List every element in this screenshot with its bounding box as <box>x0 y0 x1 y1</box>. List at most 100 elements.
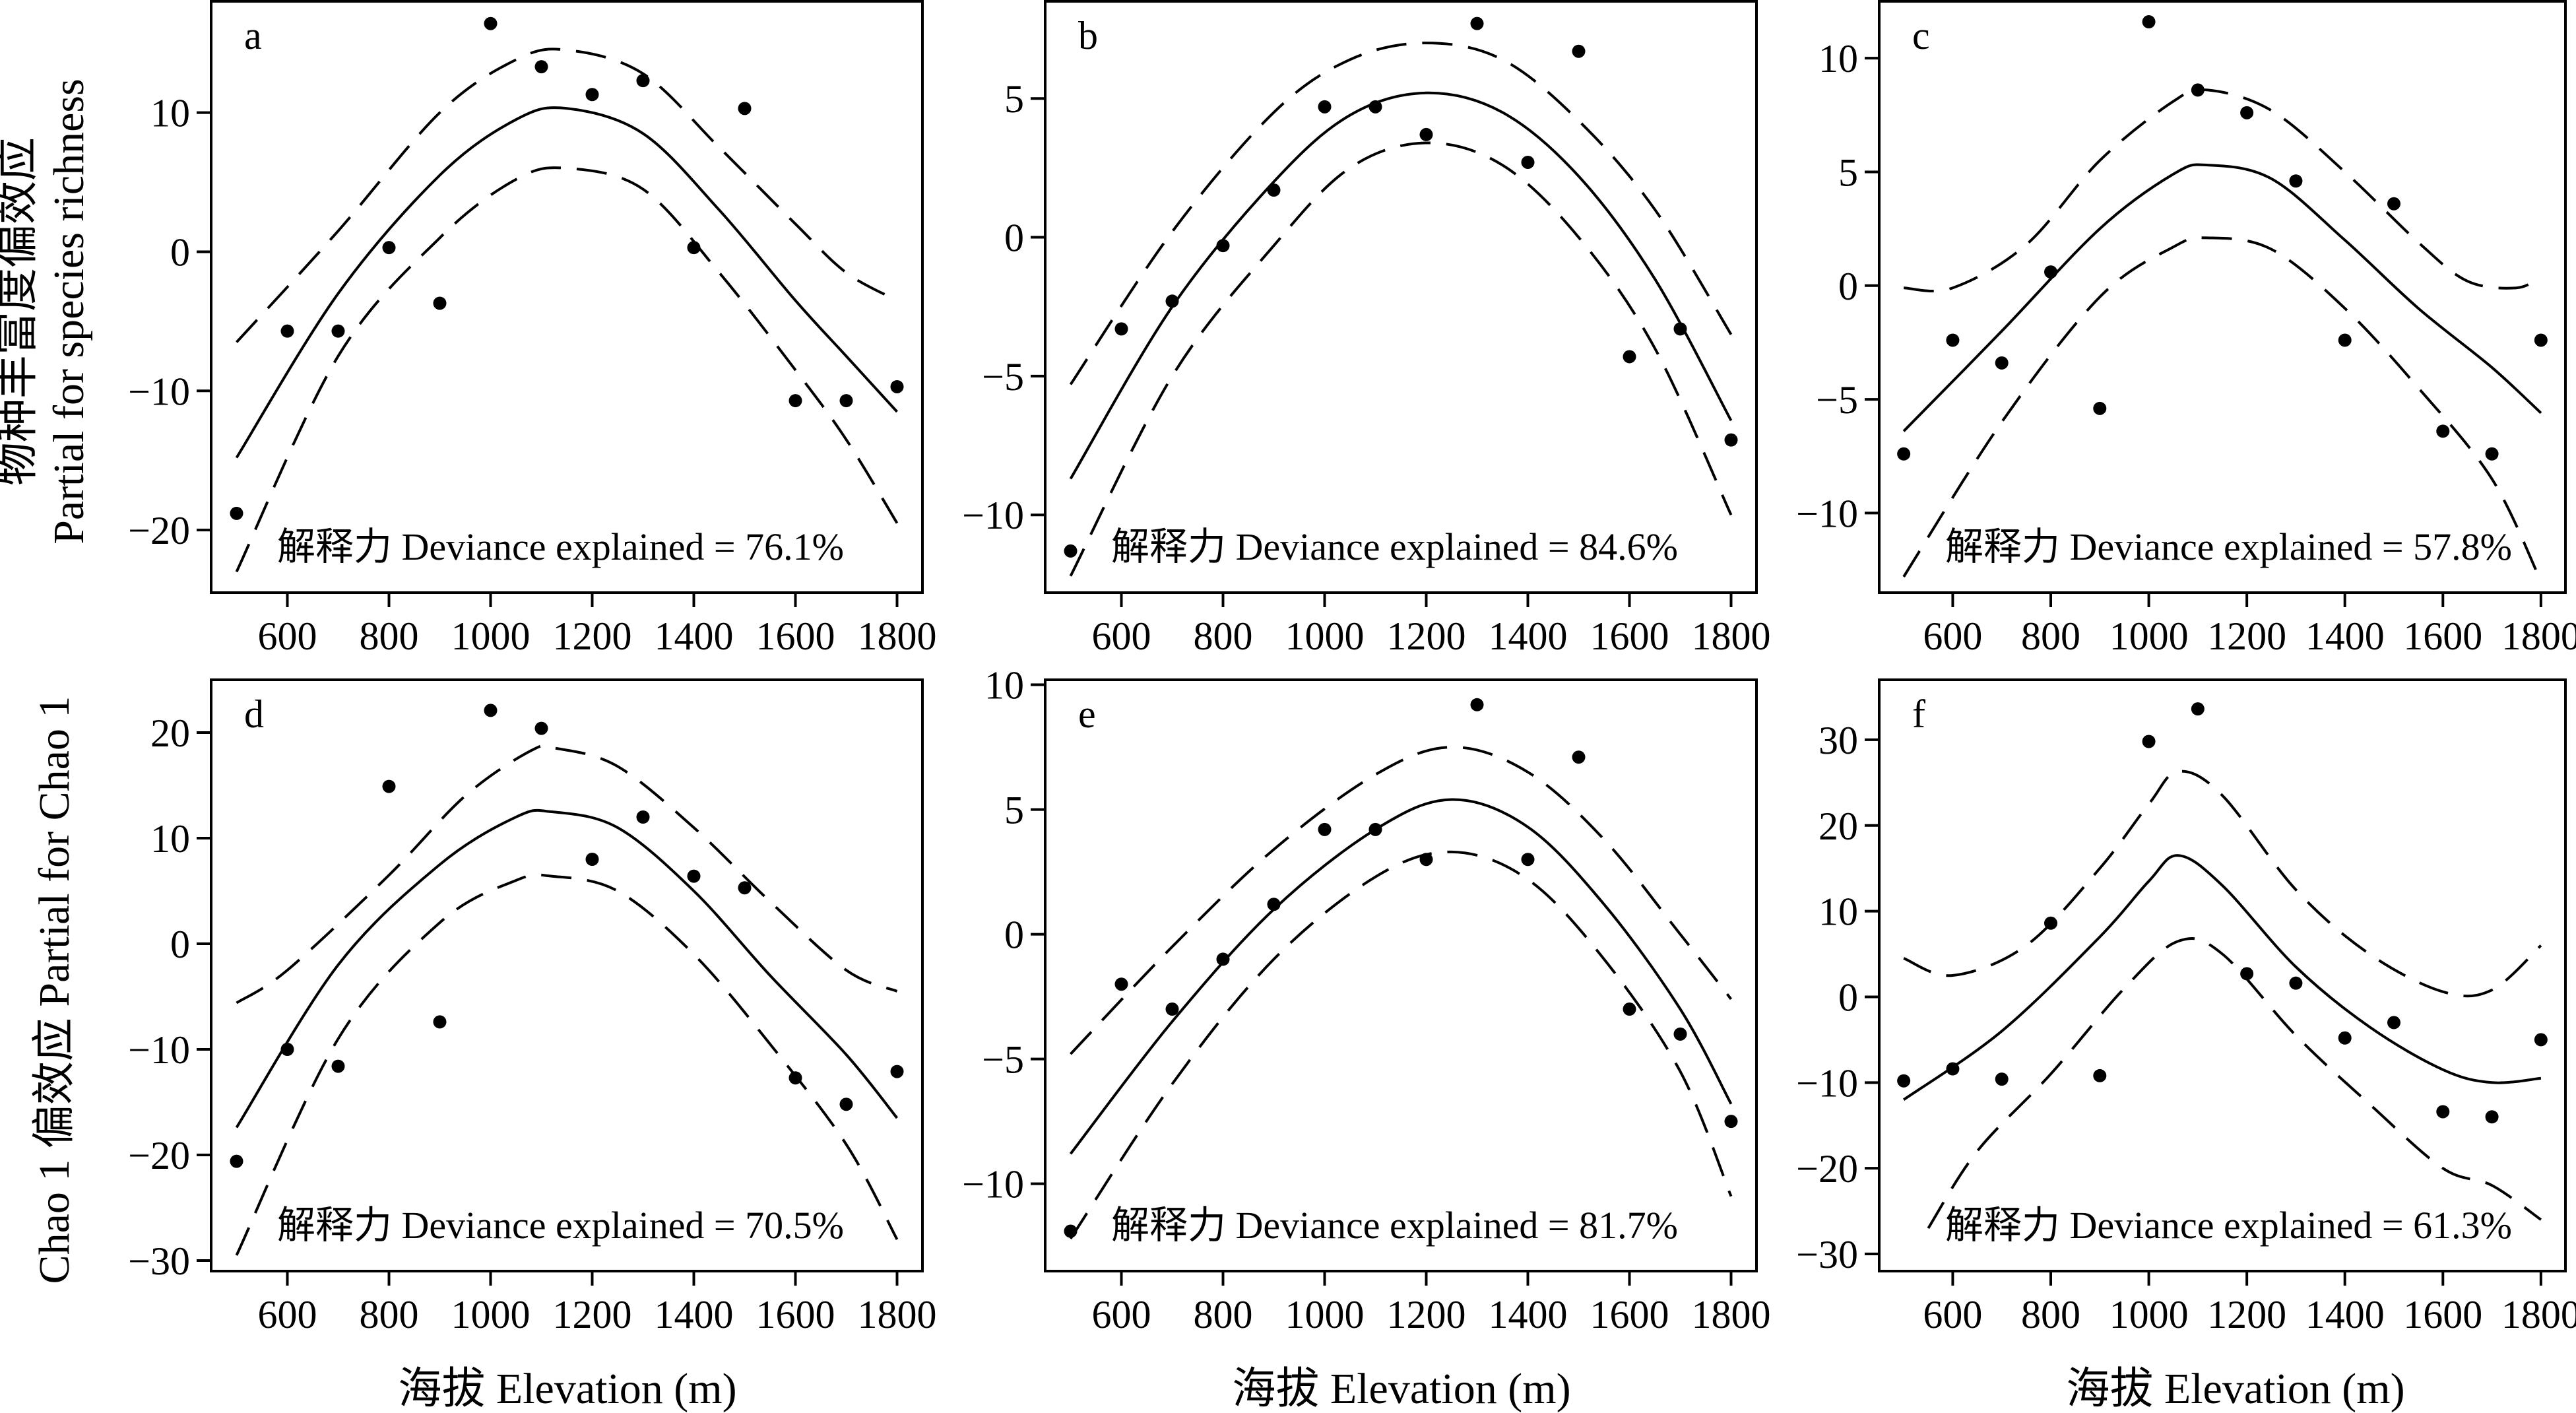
data-point <box>1318 100 1332 114</box>
ci-upper-line <box>1070 746 1733 1055</box>
y-tick-label: 0 <box>170 230 190 274</box>
data-point <box>1216 952 1230 966</box>
data-point <box>1673 1027 1687 1041</box>
ci-lower-line <box>1069 141 1733 577</box>
data-point <box>1623 350 1636 364</box>
ci-upper-line <box>236 744 898 1004</box>
xlabel-col-1: 海拔 Elevation (m) <box>398 1365 736 1413</box>
x-tick-label: 1800 <box>2501 1293 2576 1336</box>
x-tick-label: 1000 <box>1285 1293 1365 1336</box>
data-point <box>2093 1068 2107 1082</box>
x-tick-label: 1800 <box>1692 614 1771 658</box>
x-tick-label: 600 <box>1923 614 1982 658</box>
ci-lower-line <box>1927 937 2542 1230</box>
plot-frame <box>1044 678 1758 1272</box>
plot-frame <box>1878 0 2567 594</box>
panel-e: 600 800 1000 1200 1400 1600 1800 −10 −5 0 5 10 e 解释力 … <box>962 664 1770 1336</box>
deviance-annotation: 解释力 Deviance explained = 57.8% <box>1945 525 2512 568</box>
x-tick-label: 800 <box>1194 1293 1253 1336</box>
y-tick-label: −10 <box>1796 1061 1858 1105</box>
data-point <box>484 704 498 717</box>
data-point <box>1521 853 1535 867</box>
x-tick-label: 800 <box>360 1293 419 1336</box>
data-point <box>534 60 548 74</box>
gam-fit-line <box>235 808 899 1129</box>
data-point <box>687 869 701 883</box>
data-point <box>890 379 904 393</box>
y-tick-label: 5 <box>1004 77 1024 121</box>
data-point <box>534 721 548 735</box>
panel-letter: d <box>244 692 264 736</box>
x-tick-label: 1200 <box>553 1293 632 1336</box>
x-tick-label: 1800 <box>1692 1293 1771 1336</box>
data-point <box>1470 698 1484 711</box>
data-point <box>2240 106 2254 119</box>
data-point <box>636 810 650 824</box>
y-tick-label: 0 <box>1004 216 1024 260</box>
y-tick-label: −5 <box>982 355 1024 399</box>
data-point <box>1419 853 1433 867</box>
data-point <box>382 779 396 793</box>
data-point <box>230 506 243 520</box>
data-point <box>585 88 599 102</box>
data-point <box>2534 333 2548 347</box>
data-point <box>280 1043 294 1056</box>
x-tick-label: 1000 <box>2109 1293 2189 1336</box>
y-tick-label: −5 <box>982 1038 1024 1082</box>
x-tick-label: 800 <box>2021 614 2080 658</box>
data-point <box>2338 333 2352 347</box>
data-point <box>1724 1115 1738 1129</box>
data-point <box>2534 1033 2548 1047</box>
y-tick-label: −30 <box>1796 1233 1858 1276</box>
data-point <box>2387 1016 2400 1030</box>
x-tick-label: 1600 <box>2403 614 2482 658</box>
y-tick-label: 0 <box>1838 265 1858 308</box>
panel-b: 600 800 1000 1200 1400 1600 1800 −10 −5 0 5 b 解释力 De… <box>962 0 1771 658</box>
data-point <box>2044 265 2057 279</box>
data-point <box>839 1098 853 1111</box>
data-point <box>2240 967 2254 981</box>
x-tick-label: 1400 <box>2305 614 2385 658</box>
x-tick-label: 1400 <box>2305 1293 2385 1336</box>
y-tick-label: 10 <box>1819 890 1858 934</box>
x-tick-label: 1200 <box>553 614 632 658</box>
gam-fit-line <box>1902 163 2542 432</box>
data-point <box>2191 83 2205 97</box>
y-tick-label: −20 <box>128 1134 190 1177</box>
data-point <box>433 1015 447 1029</box>
x-tick-label: 600 <box>258 614 317 658</box>
y-tick-label: 0 <box>1004 913 1024 957</box>
row1-ylabel-cn: 物种丰富度偏效应 <box>0 137 42 486</box>
y-tick-label: 5 <box>1838 150 1858 194</box>
data-point <box>1419 127 1433 141</box>
data-point <box>2289 174 2303 188</box>
y-tick-label: 10 <box>150 92 190 135</box>
x-tick-label: 800 <box>360 614 419 658</box>
panel-f: 600 800 1000 1200 1400 1600 1800 −30 −20 −10 0 10 20… <box>1796 678 2576 1336</box>
data-point <box>1064 544 1078 558</box>
y-tick-label: −10 <box>962 1163 1024 1206</box>
panel-a: 600 800 1000 1200 1400 1600 1800 −20 −10 0 10 a 解释力 … <box>128 0 937 658</box>
panel-letter: b <box>1078 14 1098 57</box>
gam-fit-line <box>235 106 898 459</box>
panel-d: 600 800 1000 1200 1400 1600 1800 −30 −20 −10 0 10 20… <box>128 678 937 1336</box>
data-point <box>230 1154 243 1168</box>
x-tick-label: 800 <box>2021 1293 2080 1336</box>
ci-upper-line <box>1903 88 2542 293</box>
x-tick-label: 1600 <box>756 1293 835 1336</box>
ci-lower-line <box>235 873 899 1256</box>
data-point <box>2436 1105 2450 1119</box>
x-tick-label: 1000 <box>1285 614 1365 658</box>
data-point <box>2289 976 2303 990</box>
x-tick-label: 600 <box>1092 1293 1151 1336</box>
data-point <box>1114 322 1128 336</box>
xlabel-col-2: 海拔 Elevation (m) <box>1232 1365 1570 1413</box>
x-tick-label: 1600 <box>1590 614 1669 658</box>
y-tick-label: −10 <box>962 494 1024 537</box>
data-point <box>331 324 345 338</box>
deviance-annotation: 解释力 Deviance explained = 70.5% <box>277 1204 844 1247</box>
data-point <box>1995 1072 2009 1086</box>
data-point <box>2044 916 2057 930</box>
panel-letter: a <box>244 14 262 57</box>
